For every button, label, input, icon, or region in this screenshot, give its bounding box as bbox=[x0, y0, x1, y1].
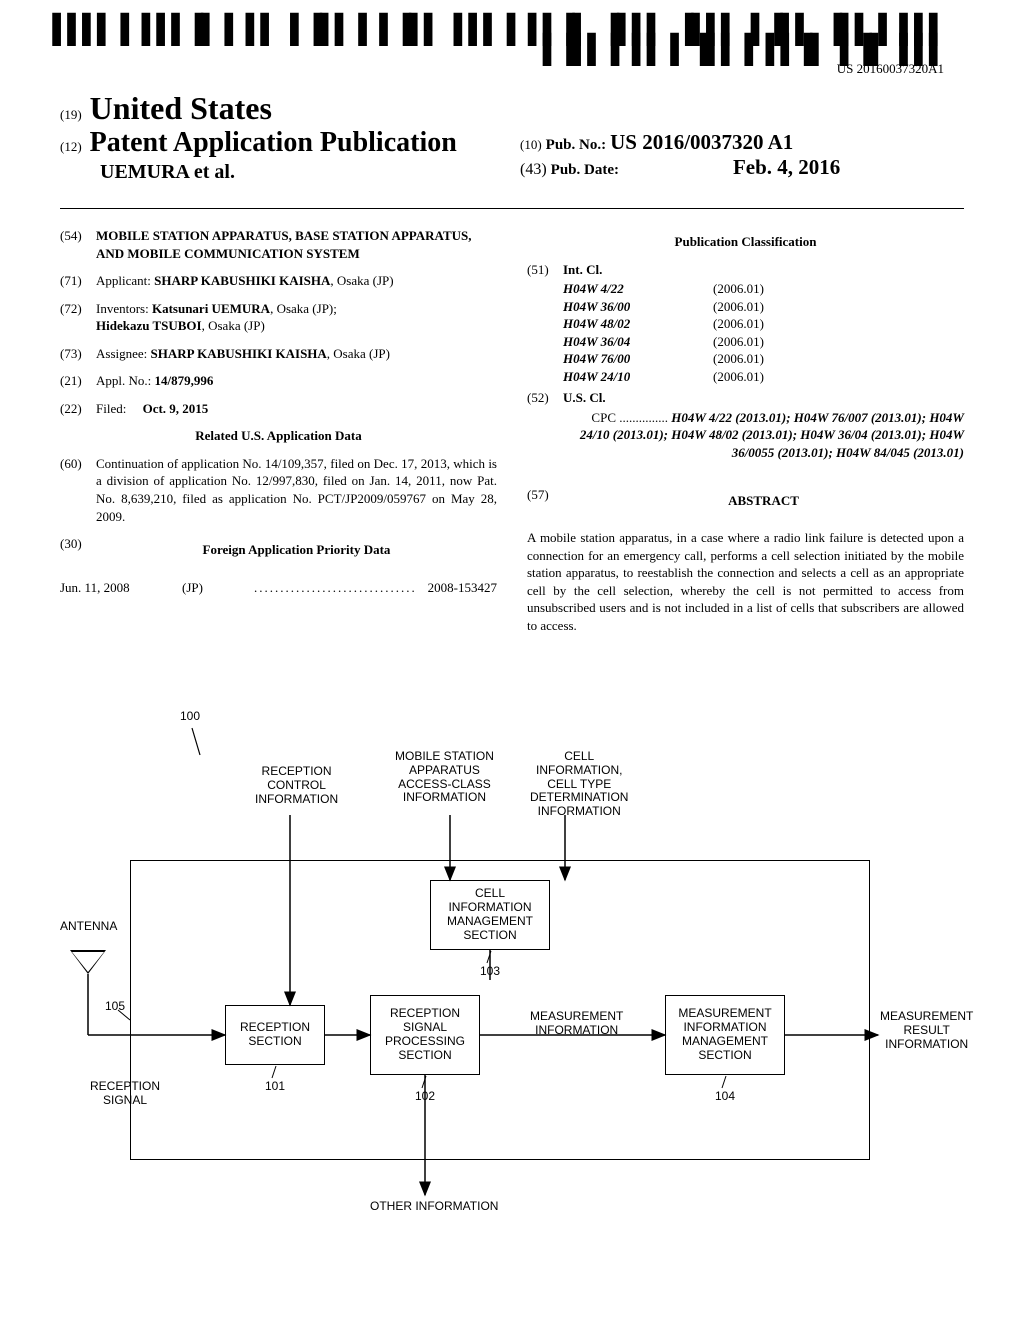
n21: (21) bbox=[60, 372, 96, 390]
label-other-info: OTHER INFORMATION bbox=[370, 1200, 498, 1214]
foreign-dots: ................................ bbox=[254, 579, 416, 597]
abstract-label: ABSTRACT bbox=[563, 492, 964, 510]
divider bbox=[60, 208, 964, 209]
intcl-ver: (2006.01) bbox=[713, 298, 764, 316]
inventor2-loc: , Osaka (JP) bbox=[202, 318, 265, 333]
pc-head: Publication Classification bbox=[527, 233, 964, 251]
barcode-glyphs: ▌▌▌▌▐ ▌▌▌▐▌▐ ▌▌ ▌▐▌▌▐ ▌▐▌▌ ▌▌▌▐ ▌▌▐▌ ▐▌▌… bbox=[0, 20, 944, 59]
intcl-ver: (2006.01) bbox=[713, 280, 764, 298]
block-diagram: 100 RECEPTION CONTROL INFORMATION MOBILE… bbox=[60, 710, 964, 1270]
applicant-name: SHARP KABUSHIKI KAISHA bbox=[154, 273, 330, 288]
related-text: Continuation of application No. 14/109,3… bbox=[96, 455, 497, 525]
foreign-head: Foreign Application Priority Data bbox=[96, 541, 497, 559]
abstract-text: A mobile station apparatus, in a case wh… bbox=[527, 529, 964, 634]
n54: (54) bbox=[60, 227, 96, 262]
n30: (30) bbox=[60, 535, 96, 569]
intcl-code: H04W 4/22 bbox=[563, 280, 673, 298]
intcl-ver: (2006.01) bbox=[713, 368, 764, 386]
ref-103: 103 bbox=[480, 965, 500, 979]
ref-102: 102 bbox=[415, 1090, 435, 1104]
applno: 14/879,996 bbox=[155, 373, 214, 388]
n71: (71) bbox=[60, 272, 96, 290]
ref-104: 104 bbox=[715, 1090, 735, 1104]
box-reception-section: RECEPTION SECTION bbox=[225, 1005, 325, 1065]
pubno-label: Pub. No.: bbox=[546, 137, 606, 153]
uscl-label: U.S. Cl. bbox=[563, 389, 964, 407]
n51: (51) bbox=[527, 261, 563, 279]
left-column: (54) MOBILE STATION APPARATUS, BASE STAT… bbox=[60, 227, 497, 634]
n43: (43) bbox=[520, 161, 547, 178]
n73: (73) bbox=[60, 345, 96, 363]
label-meas-result: MEASUREMENT RESULT INFORMATION bbox=[880, 1010, 973, 1051]
invention-title: MOBILE STATION APPARATUS, BASE STATION A… bbox=[96, 227, 497, 262]
applicant-loc: , Osaka (JP) bbox=[330, 273, 393, 288]
inventor1-loc: , Osaka (JP); bbox=[270, 301, 337, 316]
filed-label: Filed: bbox=[96, 401, 126, 416]
box-cim-section: CELL INFORMATION MANAGEMENT SECTION bbox=[430, 880, 550, 950]
label-reception-control: RECEPTION CONTROL INFORMATION bbox=[255, 765, 338, 806]
ref-101: 101 bbox=[265, 1080, 285, 1094]
country-title: United States bbox=[90, 90, 272, 127]
label-cell-info: CELL INFORMATION, CELL TYPE DETERMINATIO… bbox=[530, 750, 628, 819]
n10: (10) bbox=[520, 137, 542, 152]
pubno: US 2016/0037320 A1 bbox=[610, 130, 793, 154]
inventors-label: Inventors: bbox=[96, 301, 149, 316]
intcl-ver: (2006.01) bbox=[713, 315, 764, 333]
doc-type: Patent Application Publication bbox=[90, 127, 457, 159]
assignee-label: Assignee: bbox=[96, 346, 147, 361]
assignee-name: SHARP KABUSHIKI KAISHA bbox=[151, 346, 327, 361]
applicant-label: Applicant: bbox=[96, 273, 151, 288]
n60: (60) bbox=[60, 455, 96, 525]
intcl-code: H04W 76/00 bbox=[563, 350, 673, 368]
barcode-area: ▌▌▌▌▐ ▌▌▌▐▌▐ ▌▌ ▌▐▌▌▐ ▌▐▌▌ ▌▌▌▐ ▌▌▐▌ ▐▌▌… bbox=[0, 20, 944, 77]
label-meas-info: MEASUREMENT INFORMATION bbox=[530, 1010, 623, 1038]
related-head: Related U.S. Application Data bbox=[60, 427, 497, 445]
n52: (52) bbox=[527, 389, 563, 407]
right-header: (10) Pub. No.: US 2016/0037320 A1 (43) P… bbox=[520, 130, 840, 180]
n19: (19) bbox=[60, 107, 82, 123]
intcl-ver: (2006.01) bbox=[713, 350, 764, 368]
foreign-date: Jun. 11, 2008 bbox=[60, 579, 170, 597]
label-antenna: ANTENNA bbox=[60, 920, 117, 934]
assignee-loc: , Osaka (JP) bbox=[327, 346, 390, 361]
n12: (12) bbox=[60, 139, 82, 155]
antenna-icon bbox=[70, 950, 106, 974]
n22: (22) bbox=[60, 400, 96, 418]
intcl-ver: (2006.01) bbox=[713, 333, 764, 351]
n57: (57) bbox=[527, 486, 563, 520]
intcl-code: H04W 48/02 bbox=[563, 315, 673, 333]
applno-label: Appl. No.: bbox=[96, 373, 151, 388]
ref-105: 105 bbox=[105, 1000, 125, 1014]
label-mobile-station: MOBILE STATION APPARATUS ACCESS-CLASS IN… bbox=[395, 750, 494, 805]
right-column: Publication Classification (51) Int. Cl.… bbox=[527, 227, 964, 634]
n72: (72) bbox=[60, 300, 96, 335]
intcl-code: H04W 36/00 bbox=[563, 298, 673, 316]
label-reception-signal: RECEPTION SIGNAL bbox=[90, 1080, 160, 1108]
foreign-ctry: (JP) bbox=[182, 579, 242, 597]
cpc-label: CPC ............... bbox=[591, 410, 668, 425]
intcl-code: H04W 36/04 bbox=[563, 333, 673, 351]
inventor1-name: Katsunari UEMURA bbox=[152, 301, 270, 316]
box-mim-section: MEASUREMENT INFORMATION MANAGEMENT SECTI… bbox=[665, 995, 785, 1075]
ref-100: 100 bbox=[180, 710, 200, 724]
inventor2-name: Hidekazu TSUBOI bbox=[96, 318, 202, 333]
intcl-code: H04W 24/10 bbox=[563, 368, 673, 386]
pubdate: Feb. 4, 2016 bbox=[733, 155, 840, 179]
pubdate-label: Pub. Date: bbox=[551, 162, 619, 178]
biblio-columns: (54) MOBILE STATION APPARATUS, BASE STAT… bbox=[60, 227, 964, 634]
box-rsp-section: RECEPTION SIGNAL PROCESSING SECTION bbox=[370, 995, 480, 1075]
intcl-label: Int. Cl. bbox=[563, 261, 964, 279]
intcl-table: H04W 4/22 (2006.01) H04W 36/00 (2006.01) H… bbox=[563, 280, 964, 385]
filed-date: Oct. 9, 2015 bbox=[143, 401, 209, 416]
foreign-num: 2008-153427 bbox=[428, 579, 497, 597]
